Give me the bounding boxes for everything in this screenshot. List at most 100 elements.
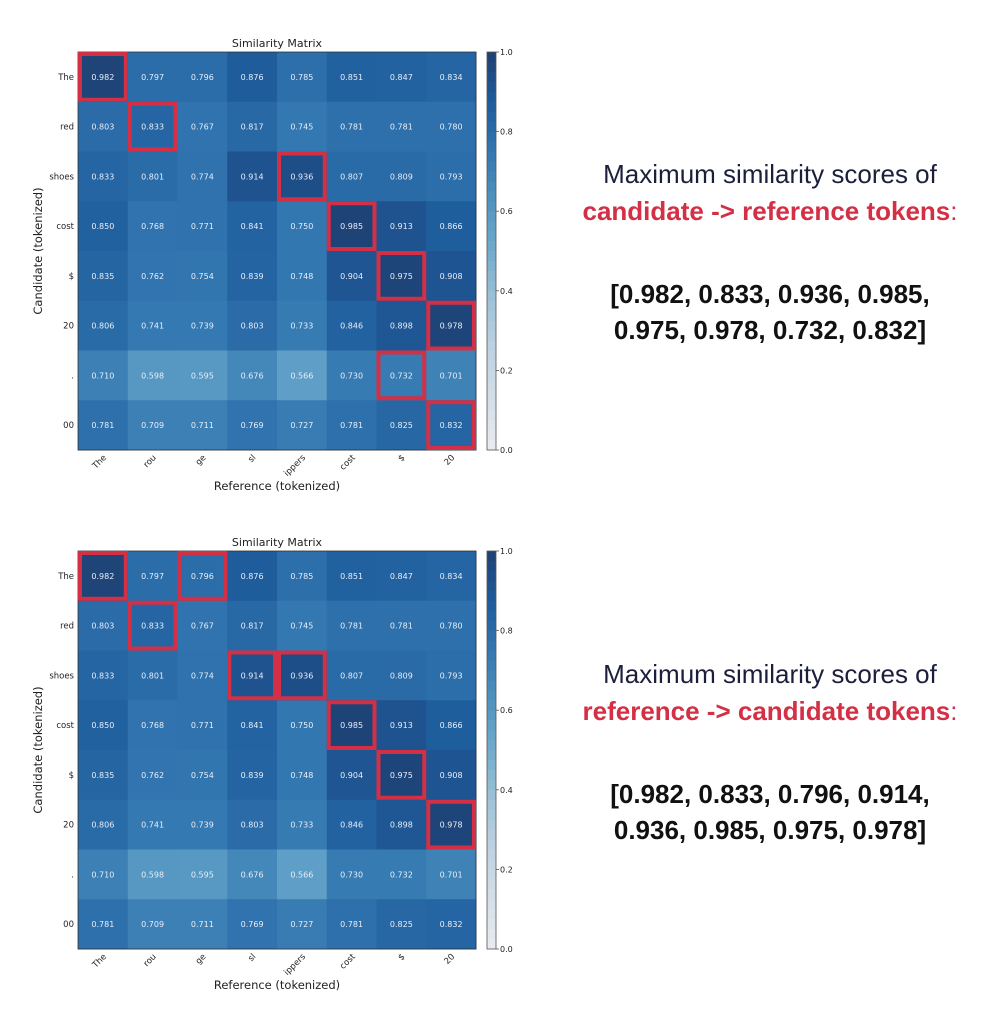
heatmap-cell: [376, 101, 427, 152]
colorbar-segment: [487, 680, 496, 691]
x-tick-label: $: [397, 952, 408, 963]
y-tick-label: shoes: [49, 671, 74, 681]
cell-value-label: 0.768: [141, 721, 164, 730]
cell-value-label: 0.806: [91, 821, 114, 830]
colorbar-tick-label: 0.0: [500, 446, 513, 455]
highlight-box: [426, 799, 476, 850]
x-tick-label: rou: [142, 952, 159, 969]
cell-value-label: 0.730: [340, 371, 363, 380]
cell-value-label: 0.780: [440, 123, 463, 132]
x-tick-label: 20: [443, 952, 458, 967]
colorbar-segment: [487, 370, 496, 381]
heatmap-cell: [227, 849, 278, 900]
heatmap-cell: [426, 52, 477, 103]
y-tick-label: .: [71, 371, 74, 381]
heatmap-cell: [426, 551, 477, 602]
heatmap-cell: [127, 201, 178, 252]
heatmap-cell: [227, 201, 278, 252]
cell-value-label: 0.847: [390, 73, 413, 82]
colorbar-segment: [487, 171, 496, 182]
cell-value-label: 0.985: [340, 222, 363, 231]
colorbar-segment: [487, 610, 496, 622]
direction-text: candidate -> reference tokens: [582, 196, 951, 226]
heatmap-cell: [277, 350, 328, 401]
colorbar-segment: [487, 350, 496, 361]
cell-value-label: 0.701: [440, 371, 463, 380]
colorbar-tick-label: 0.4: [500, 287, 513, 296]
x-tick-label: ippers: [282, 952, 308, 978]
cell-value-label: 0.835: [91, 272, 114, 281]
colorbar-segment: [487, 340, 496, 351]
heatmap-cell: [326, 600, 377, 651]
colorbar-segment: [487, 320, 496, 332]
cell-value-label: 0.850: [91, 721, 114, 730]
chart-title: Similarity Matrix: [232, 536, 323, 549]
colorbar-segment: [487, 81, 496, 93]
heatmap-cell: [177, 700, 228, 751]
heatmap-cell: [127, 899, 178, 950]
cell-value-label: 0.866: [440, 222, 463, 231]
cell-value-label: 0.797: [141, 73, 164, 82]
cell-value-label: 0.978: [440, 821, 463, 830]
colorbar-tick-label: 0.8: [500, 128, 513, 137]
colorbar-tick-label: 1.0: [500, 48, 513, 57]
cell-value-label: 0.739: [191, 821, 214, 830]
colorbar-tick-label: 0.0: [500, 945, 513, 954]
heatmap-cell: [426, 799, 477, 850]
cell-value-label: 0.711: [191, 920, 214, 929]
colorbar-segment: [487, 670, 496, 681]
heatmap-cell: [326, 650, 377, 701]
heatmap-cell: [227, 400, 278, 451]
heatmap-cell: [277, 849, 328, 900]
heatmap-cell: [127, 101, 178, 152]
colorbar-segment: [487, 640, 496, 651]
cell-value-label: 0.975: [390, 272, 413, 281]
colorbar-segment: [487, 690, 496, 701]
colorbar-segment: [487, 570, 496, 582]
cell-value-label: 0.850: [91, 222, 114, 231]
colorbar-segment: [487, 390, 496, 401]
colorbar-segment: [487, 939, 496, 950]
heatmap-cell: [78, 251, 129, 302]
heatmap-cell: [277, 151, 328, 202]
heatmap-cell: [426, 899, 477, 950]
cell-value-label: 0.781: [340, 123, 363, 132]
heatmap-cell: [227, 899, 278, 950]
heatmap-cell: [78, 151, 129, 202]
cell-value-label: 0.754: [191, 771, 214, 780]
cell-value-label: 0.801: [141, 671, 164, 680]
colorbar-segment: [487, 899, 496, 910]
highlight-box: [426, 400, 476, 450]
heatmap-cell: [177, 750, 228, 801]
cell-value-label: 0.595: [191, 371, 214, 380]
cell-value-label: 0.781: [390, 123, 413, 132]
cell-value-label: 0.732: [390, 371, 413, 380]
heatmap-cell: [127, 799, 178, 850]
colorbar-segment: [487, 889, 496, 900]
heatmap-cell: [376, 251, 427, 302]
colorbar-segment: [487, 310, 496, 322]
heatmap-cell: [177, 650, 228, 701]
heatmap-cell: [326, 899, 377, 950]
cell-value-label: 0.732: [390, 870, 413, 879]
heatmap-cell: [227, 650, 278, 701]
heatmap-cell: [277, 551, 328, 602]
colorbar-segment: [487, 869, 496, 880]
heatmap-cell: [326, 151, 377, 202]
y-tick-label: 20: [63, 322, 74, 332]
cell-value-label: 0.774: [191, 671, 214, 680]
colorbar-segment: [487, 260, 496, 272]
y-tick-label: .: [71, 870, 74, 880]
cell-value-label: 0.832: [440, 421, 463, 430]
heatmap-cell: [127, 300, 178, 351]
heatmap-cell: [326, 799, 377, 850]
cell-value-label: 0.914: [241, 172, 264, 181]
x-tick-label: ippers: [282, 453, 308, 479]
heatmap-cell: [326, 551, 377, 602]
heatmap-cell: [376, 551, 427, 602]
heatmap-cell: [227, 750, 278, 801]
heatmap-cell: [78, 101, 129, 152]
y-tick-label: 00: [63, 920, 74, 930]
bottom-annotation: Maximum similarity scores of reference -…: [560, 656, 980, 848]
cell-value-label: 0.745: [290, 123, 313, 132]
